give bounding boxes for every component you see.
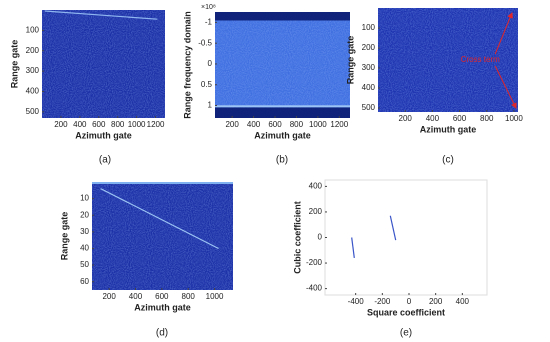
x-tick-label: 600 xyxy=(453,114,467,123)
noise xyxy=(92,182,233,290)
y-tick-label: -0.5 xyxy=(198,38,212,47)
x-tick-label: 200 xyxy=(429,297,443,306)
x-tick-label: 1200 xyxy=(147,120,165,129)
y-tick-label: -400 xyxy=(306,284,323,293)
x-tick-label: 400 xyxy=(129,292,143,301)
x-tick-label: 1000 xyxy=(206,292,224,301)
x-tick-label: 400 xyxy=(456,297,470,306)
x-tick-label: -400 xyxy=(348,297,365,306)
x-tick-label: 1000 xyxy=(505,114,523,123)
y-axis-label: Range gate xyxy=(59,212,69,261)
x-axis-label: Azimuth gate xyxy=(420,124,477,134)
x-tick-label: -200 xyxy=(374,297,391,306)
arrow xyxy=(494,65,517,109)
bright-band xyxy=(215,105,350,108)
y-tick-label: 10 xyxy=(80,194,89,203)
x-tick-label: 600 xyxy=(92,120,106,129)
noise xyxy=(42,10,165,118)
y-tick-label: 200 xyxy=(309,207,323,216)
x-tick-label: 0 xyxy=(407,297,412,306)
y-exponent: ×10⁸ xyxy=(201,4,216,11)
x-tick-label: 200 xyxy=(102,292,116,301)
y-axis-label: Range gate xyxy=(345,36,355,85)
x-tick-label: 400 xyxy=(426,114,440,123)
x-tick-label: 600 xyxy=(155,292,169,301)
y-tick-label: 0.5 xyxy=(201,80,213,89)
x-tick-label: 800 xyxy=(182,292,196,301)
y-tick-label: 400 xyxy=(26,87,40,96)
y-tick-label: 500 xyxy=(362,103,376,112)
y-tick-label: 500 xyxy=(26,107,40,116)
arrow xyxy=(494,12,513,55)
plot-area xyxy=(325,180,487,295)
y-tick-label: 30 xyxy=(80,227,89,236)
caption: (c) xyxy=(442,155,454,166)
y-tick-label: 300 xyxy=(362,63,376,72)
y-tick-label: 400 xyxy=(362,83,376,92)
x-tick-label: 1000 xyxy=(309,120,327,129)
x-tick-label: 800 xyxy=(480,114,494,123)
y-axis-label: Range frequency domain xyxy=(182,11,192,119)
caption: (e) xyxy=(400,328,412,339)
x-axis-label: Azimuth gate xyxy=(254,130,311,140)
dark-band xyxy=(215,107,350,118)
x-axis-label: Azimuth gate xyxy=(134,302,191,312)
x-tick-label: 1200 xyxy=(330,120,348,129)
y-tick-label: 300 xyxy=(26,66,40,75)
x-tick-label: 200 xyxy=(399,114,413,123)
y-tick-label: 400 xyxy=(309,181,323,190)
x-tick-label: 200 xyxy=(54,120,68,129)
x-axis-label: Azimuth gate xyxy=(75,130,132,140)
noise xyxy=(378,8,518,112)
x-tick-label: 600 xyxy=(268,120,282,129)
y-tick-label: 100 xyxy=(362,23,376,32)
y-tick-label: 100 xyxy=(26,25,40,34)
streak xyxy=(351,237,355,258)
y-tick-label: 60 xyxy=(80,277,89,286)
x-tick-label: 200 xyxy=(225,120,239,129)
caption: (b) xyxy=(276,155,288,166)
bright-band xyxy=(92,182,233,184)
dark-band xyxy=(215,12,350,21)
x-axis-label: Square coefficient xyxy=(367,307,445,317)
caption: (a) xyxy=(99,155,111,166)
streak xyxy=(389,215,397,241)
x-tick-label: 800 xyxy=(111,120,125,129)
y-tick-label: 0 xyxy=(208,59,213,68)
y-tick-label: -1 xyxy=(205,18,213,27)
y-tick-label: 20 xyxy=(80,210,89,219)
y-tick-label: 40 xyxy=(80,244,89,253)
y-tick-label: 200 xyxy=(362,43,376,52)
x-tick-label: 400 xyxy=(247,120,261,129)
annotation: Cross term xyxy=(461,55,500,64)
caption: (d) xyxy=(156,328,168,339)
streak xyxy=(44,10,158,20)
y-tick-label: 50 xyxy=(80,260,89,269)
y-tick-label: 200 xyxy=(26,46,40,55)
x-tick-label: 1000 xyxy=(128,120,146,129)
x-tick-label: 800 xyxy=(290,120,304,129)
x-tick-label: 400 xyxy=(73,120,87,129)
y-axis-label: Range gate xyxy=(9,40,19,89)
noise xyxy=(215,12,350,118)
y-axis-label: Cubic coefficient xyxy=(292,201,302,274)
y-tick-label: 0 xyxy=(318,233,323,242)
y-tick-label: -200 xyxy=(306,258,323,267)
y-tick-label: 1 xyxy=(208,101,213,110)
streak xyxy=(100,188,219,250)
